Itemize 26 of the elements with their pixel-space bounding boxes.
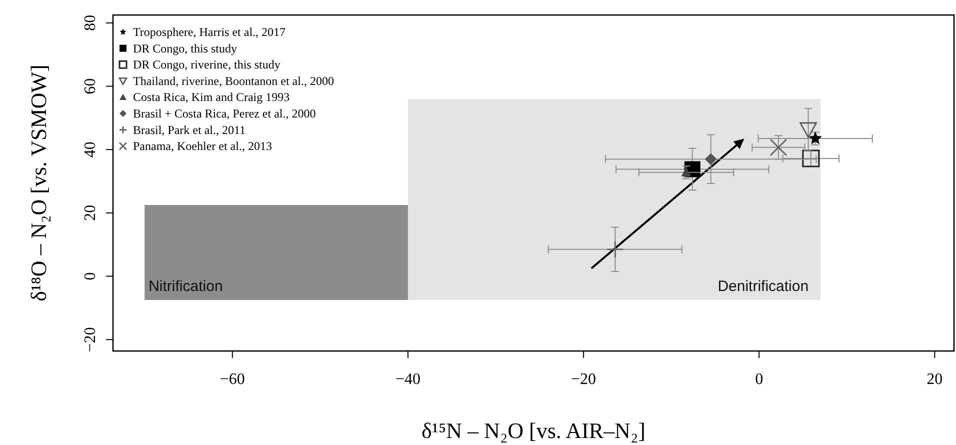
annotation: Denitrification — [718, 278, 809, 296]
y-tick-label: 20 — [82, 204, 99, 221]
legend-label: Thailand, riverine, Boontanon et al., 2000 — [133, 74, 334, 88]
x-tick-label: 20 — [926, 371, 943, 388]
legend-label: Costa Rica, Kim and Craig 1993 — [133, 90, 290, 104]
x-tick-label: −60 — [220, 371, 245, 388]
x-axis-title: δ¹⁵N – N₂O [vs. AIR–N₂] — [422, 418, 646, 443]
legend-label: DR Congo, riverine, this study — [133, 58, 280, 72]
x-tick-label: −20 — [571, 371, 596, 388]
legend-label: DR Congo, this study — [133, 41, 238, 56]
y-tick-label: −20 — [82, 327, 99, 352]
x-tick-label: −40 — [395, 371, 420, 388]
legend-label: Brasil, Park et al., 2011 — [133, 122, 246, 137]
legend-label: Troposphere, Harris et al., 2017 — [133, 25, 286, 39]
legend-label: Panama, Koehler et al., 2013 — [133, 139, 272, 154]
annotation: Nitrification — [148, 278, 223, 296]
y-axis-title: δ¹⁸O – N₂O [vs. VSMOW] — [26, 64, 51, 302]
point — [681, 167, 692, 176]
point — [800, 122, 817, 138]
y-tick-label: 80 — [82, 14, 99, 31]
x-tick-label: 0 — [755, 371, 764, 388]
legend-label: Brasil + Costa Rica, Perez et al., 2000 — [133, 106, 316, 120]
point — [704, 153, 717, 166]
y-tick-label: 60 — [82, 78, 99, 94]
y-tick-label: 40 — [82, 142, 99, 158]
y-tick-label: 0 — [82, 272, 99, 280]
